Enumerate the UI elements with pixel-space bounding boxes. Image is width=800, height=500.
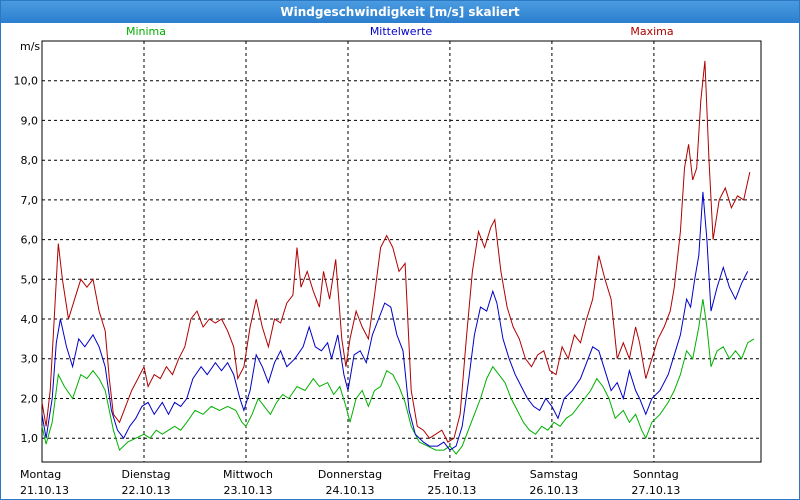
- legend-maxima: Maxima: [630, 25, 673, 38]
- y-tick-labels: 1,0 2,0 3,0 4,0 5,0 6,0 7,0 8,0 9,0 10,0: [14, 75, 39, 446]
- y-tick-label: 5,0: [21, 273, 39, 286]
- y-tick-label: 1,0: [21, 432, 39, 445]
- y-tick-label: 2,0: [21, 393, 39, 406]
- series-line-maxima: [41, 60, 751, 443]
- x-tick-date: 25.10.13: [427, 484, 476, 497]
- y-tick-label: 3,0: [21, 353, 39, 366]
- x-tick-weekday: Freitag: [433, 468, 471, 481]
- x-tick-date: 27.10.13: [631, 484, 680, 497]
- y-tick-label: 4,0: [21, 313, 39, 326]
- x-tick-date: 22.10.13: [122, 484, 171, 497]
- wind-speed-chart: 1,0 2,0 3,0 4,0 5,0 6,0 7,0 8,0 9,0 10,0 Montag 21…: [14, 25, 762, 497]
- series-line-minima: [41, 299, 755, 455]
- x-tick-labels: Montag 21.10.13 Dienstag 22.10.13 Mittwoch 23…: [20, 468, 680, 497]
- window-title: Windgeschwindigkeit [m/s] skaliert: [1, 1, 799, 23]
- x-tick-weekday: Sonntag: [633, 468, 679, 481]
- x-tick-weekday: Montag: [20, 468, 61, 481]
- plot-frame: [41, 40, 762, 463]
- x-tick-date: 23.10.13: [224, 484, 273, 497]
- x-tick-weekday: Dienstag: [121, 468, 170, 481]
- x-tick-date: 24.10.13: [326, 484, 375, 497]
- series-lines: [41, 60, 755, 455]
- x-tick-weekday: Samstag: [530, 468, 578, 481]
- x-tick-weekday: Mittwoch: [223, 468, 273, 481]
- y-tick-label: 6,0: [21, 234, 39, 247]
- grid: [42, 41, 761, 462]
- legend-minima: Minima: [126, 25, 166, 38]
- y-tick-label: 8,0: [21, 154, 39, 167]
- y-tick-label: 10,0: [14, 75, 39, 88]
- y-axis-unit-label: m/s: [20, 40, 40, 53]
- series-line-mittelwerte: [41, 191, 749, 451]
- y-tick-label: 9,0: [21, 114, 39, 127]
- y-tick-label: 7,0: [21, 194, 39, 207]
- x-tick-weekday: Donnerstag: [318, 468, 382, 481]
- x-tick-date: 21.10.13: [20, 484, 69, 497]
- legend-mittelwerte: Mittelwerte: [370, 25, 433, 38]
- x-tick-date: 26.10.13: [529, 484, 578, 497]
